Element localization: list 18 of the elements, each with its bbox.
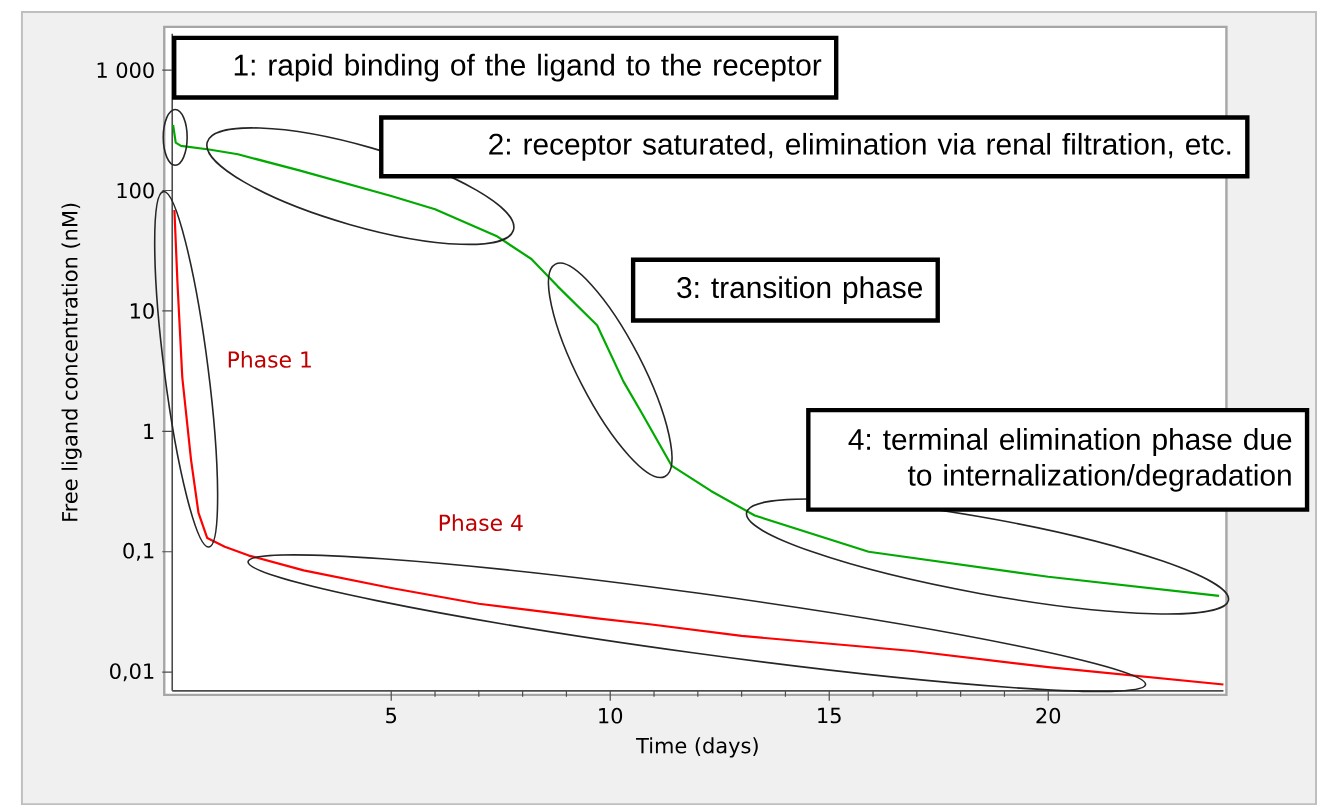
y-tick-label: 0,1 bbox=[123, 542, 154, 561]
y-axis-title: Free ligand concentration (nM) bbox=[61, 203, 82, 521]
x-tick-label: 10 bbox=[599, 707, 623, 724]
x-tick-label: 15 bbox=[818, 707, 841, 724]
annotation: 2: receptor saturated, elimination via renal filtration, etc. bbox=[489, 132, 1231, 161]
y-tick-label: 1 000 bbox=[97, 62, 154, 78]
annotation: Phase 1 bbox=[228, 350, 311, 368]
x-axis-title: Time (days) bbox=[636, 737, 758, 758]
y-tick-label: 10 bbox=[130, 302, 154, 319]
y-tick-label: 0,01 bbox=[110, 663, 154, 682]
annotation: 1: rapid binding of the ligand to the receptor bbox=[234, 53, 822, 82]
y-tick-label: 1 bbox=[144, 423, 154, 439]
x-tick-label: 20 bbox=[1036, 707, 1061, 724]
x-tick-label: 5 bbox=[386, 707, 397, 724]
y-tick-label: 100 bbox=[117, 182, 154, 199]
annotation: 4: terminal elimination phase due to internalization/degradation bbox=[848, 427, 1292, 492]
annotation: Phase 4 bbox=[439, 513, 523, 531]
annotation: 3: transition phase bbox=[677, 276, 923, 304]
